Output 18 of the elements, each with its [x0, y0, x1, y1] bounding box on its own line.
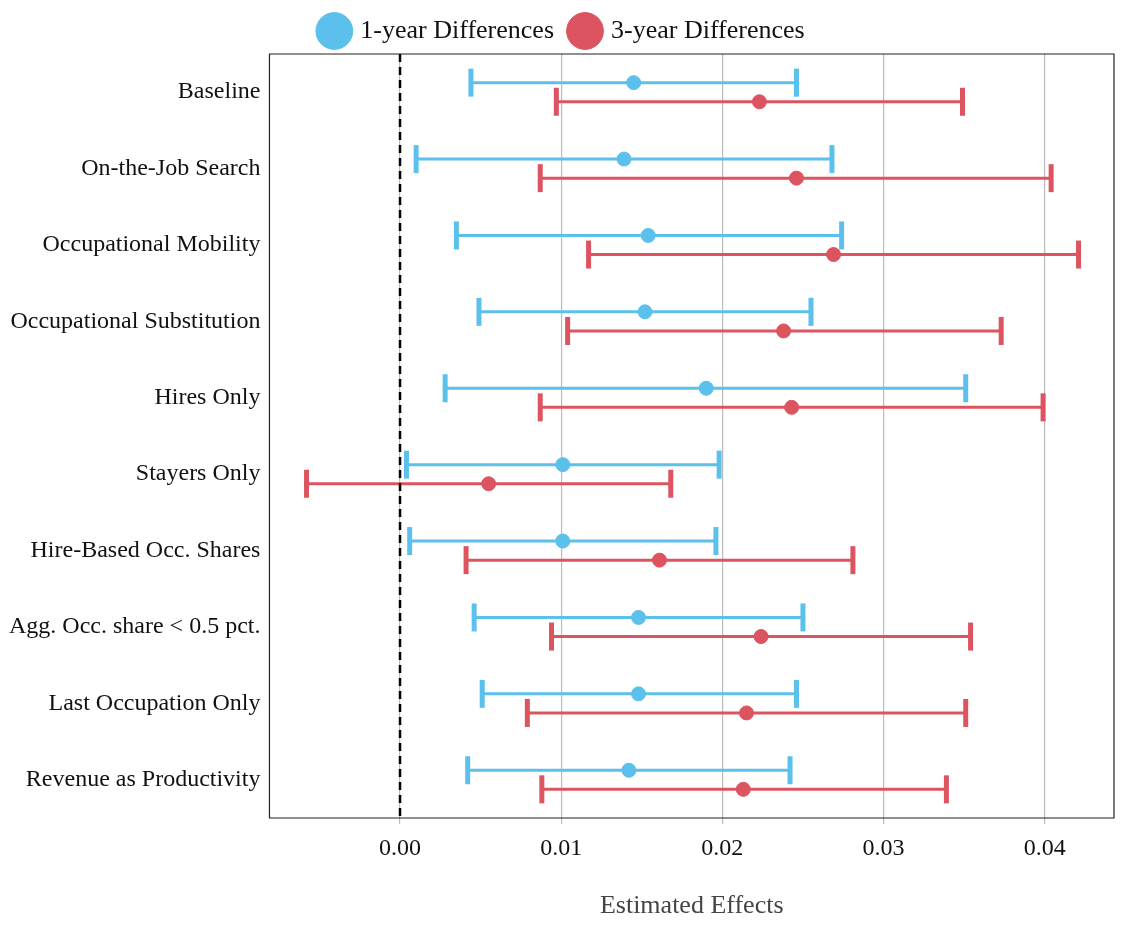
y-tick-label: Stayers Only — [135, 459, 261, 486]
x-tick-label: 0.00 — [379, 833, 422, 860]
y-tick-label: Hires Only — [154, 383, 261, 410]
x-axis-title: Estimated Effects — [599, 890, 784, 920]
legend-label: 3-year Differences — [611, 14, 805, 44]
y-tick-label: Hire-Based Occ. Shares — [30, 535, 261, 562]
x-tick-label: 0.03 — [862, 833, 905, 860]
y-tick-label: On-the-Job Search — [81, 153, 261, 180]
x-tick-label: 0.02 — [701, 833, 744, 860]
x-tick-label: 0.01 — [540, 833, 583, 860]
x-tick-label: 0.04 — [1023, 833, 1066, 860]
y-tick-label: Agg. Occ. share < 0.5 pct. — [8, 612, 261, 639]
y-tick-label: Occupational Mobility — [42, 230, 261, 257]
y-tick-label: Revenue as Productivity — [25, 765, 261, 792]
y-tick-label: Last Occupation Only — [48, 688, 261, 715]
y-tick-label: Occupational Substitution — [10, 306, 261, 333]
y-tick-label: Baseline — [177, 77, 261, 104]
legend-label: 1-year Differences — [360, 14, 555, 44]
